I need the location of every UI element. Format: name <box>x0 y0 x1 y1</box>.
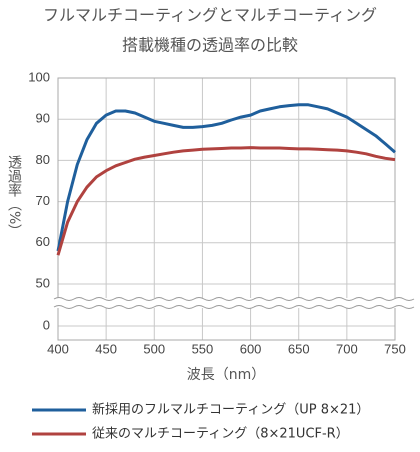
y-axis-label: 透過率（%） <box>6 155 22 238</box>
series-line <box>56 146 396 256</box>
y-tick-label: 0 <box>43 317 50 332</box>
x-tick-label: 550 <box>192 341 214 356</box>
x-axis-label: 波長（nm） <box>187 367 266 383</box>
y-tick-label: 100 <box>28 69 50 84</box>
y-tick-label: 90 <box>36 111 50 126</box>
break-line <box>53 297 415 301</box>
legend-label: 従来のマルチコーティング（8×21UCF-R） <box>92 427 349 442</box>
y-tick-label: 60 <box>36 234 50 249</box>
x-tick-label: 650 <box>288 341 310 356</box>
break-line <box>53 305 415 309</box>
plot-frame <box>57 77 396 341</box>
x-tick-label: 700 <box>336 341 358 356</box>
axis-break <box>54 298 399 308</box>
x-tick-label: 750 <box>384 341 406 356</box>
x-tick-label: 600 <box>240 341 262 356</box>
y-tick-label: 70 <box>36 193 50 208</box>
x-tick-label: 500 <box>143 341 165 356</box>
y-tick-label: 50 <box>36 275 50 290</box>
legend-label: 新採用のフルマルチコーティング（UP 8×21） <box>92 402 369 418</box>
x-tick-label: 400 <box>47 341 69 356</box>
series-line <box>56 103 396 252</box>
chart-title: フルマルチコーティングとマルチコーティング <box>43 6 377 25</box>
x-tick-label: 450 <box>95 341 117 356</box>
chart-subtitle: 搭載機種の透過率の比較 <box>122 36 298 55</box>
y-tick-label: 80 <box>36 152 50 167</box>
